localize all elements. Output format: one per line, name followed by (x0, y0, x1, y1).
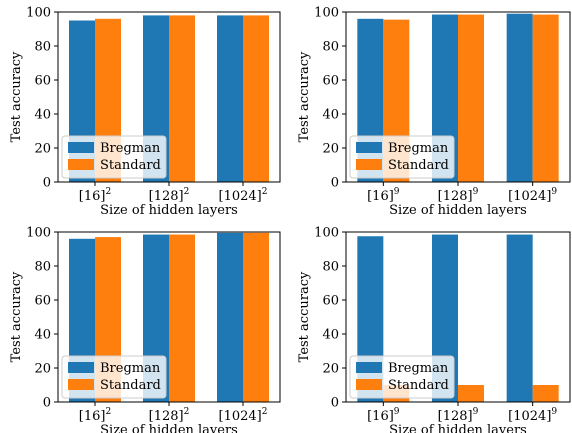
x-tick-label: [16]9 (367, 407, 400, 424)
y-tick-label: 0 (43, 176, 51, 191)
y-tick-label: 60 (34, 294, 51, 309)
bar-bregman-3 (506, 234, 533, 402)
y-tick-label: 60 (34, 74, 51, 89)
bar-bregman-3 (506, 13, 533, 183)
y-axis-label: Test accuracy (9, 271, 24, 362)
legend-swatch-standard (68, 159, 94, 170)
y-tick-label: 100 (314, 6, 339, 21)
y-tick-label: 40 (34, 328, 51, 343)
y-axis-label: Test accuracy (9, 51, 24, 142)
bar-standard-3 (243, 232, 269, 402)
legend-label-bregman: Bregman (100, 141, 161, 156)
bar-standard-2 (458, 385, 484, 402)
legend-swatch-bregman (68, 362, 94, 373)
x-tick-label: [128]2 (149, 187, 190, 204)
y-axis-label: Test accuracy (297, 271, 312, 362)
x-axis-label: Size of hidden layers (389, 423, 527, 433)
legend: Bregman Standard (349, 135, 455, 179)
legend-swatch-bregman (356, 362, 382, 373)
y-tick-label: 100 (314, 226, 339, 241)
x-tick-label: [16]2 (79, 407, 111, 424)
y-axis-label: Test accuracy (297, 51, 312, 142)
bar-standard-3 (532, 385, 559, 402)
y-tick-label: 20 (322, 362, 339, 377)
x-tick-label: [128]9 (438, 407, 479, 424)
bar-standard-3 (532, 14, 559, 182)
x-axis-label: Size of hidden layers (389, 203, 527, 218)
x-axis-label: Size of hidden layers (100, 423, 238, 433)
bar-standard-2 (169, 15, 195, 183)
x-tick-label: [128]9 (438, 187, 479, 204)
legend-swatch-bregman (68, 142, 94, 153)
y-tick-label: 20 (34, 142, 51, 157)
y-tick-label: 80 (34, 260, 51, 275)
y-tick-label: 0 (43, 396, 51, 411)
legend-swatch-standard (356, 159, 382, 170)
x-tick-label: [1024]9 (508, 187, 557, 204)
legend-swatch-bregman (356, 142, 382, 153)
y-tick-label: 80 (322, 260, 339, 275)
y-tick-label: 80 (322, 40, 339, 55)
bar-bregman-3 (217, 232, 243, 402)
legend-label-bregman: Bregman (388, 141, 449, 156)
y-tick-label: 0 (331, 396, 339, 411)
legend-label-standard: Standard (100, 378, 161, 393)
legend-label-standard: Standard (388, 378, 449, 393)
x-tick-label: [128]2 (149, 407, 190, 424)
y-tick-label: 40 (322, 108, 339, 123)
legend: Bregman Standard (61, 355, 167, 399)
y-tick-label: 100 (26, 226, 51, 241)
legend: Bregman Standard (61, 135, 167, 179)
x-tick-label: [1024]2 (219, 407, 268, 424)
legend-label-standard: Standard (100, 158, 161, 173)
bar-standard-2 (169, 234, 195, 402)
legend-label-bregman: Bregman (388, 361, 449, 376)
x-tick-label: [1024]2 (219, 187, 268, 204)
y-tick-label: 0 (331, 176, 339, 191)
y-tick-label: 20 (322, 142, 339, 157)
legend: Bregman Standard (349, 355, 455, 399)
x-tick-label: [1024]9 (508, 407, 557, 424)
y-tick-label: 80 (34, 40, 51, 55)
bar-standard-3 (243, 15, 269, 183)
x-axis-label: Size of hidden layers (100, 203, 238, 218)
bar-bregman-3 (217, 15, 243, 183)
legend-label-standard: Standard (388, 158, 449, 173)
y-tick-label: 60 (322, 74, 339, 89)
legend-swatch-standard (68, 379, 94, 390)
legend-label-bregman: Bregman (100, 361, 161, 376)
y-tick-label: 20 (34, 362, 51, 377)
x-tick-label: [16]9 (367, 187, 400, 204)
y-tick-label: 60 (322, 294, 339, 309)
y-tick-label: 40 (34, 108, 51, 123)
legend-swatch-standard (356, 379, 382, 390)
y-tick-label: 100 (26, 6, 51, 21)
bar-standard-2 (458, 14, 484, 182)
x-tick-label: [16]2 (79, 187, 111, 204)
y-tick-label: 40 (322, 328, 339, 343)
